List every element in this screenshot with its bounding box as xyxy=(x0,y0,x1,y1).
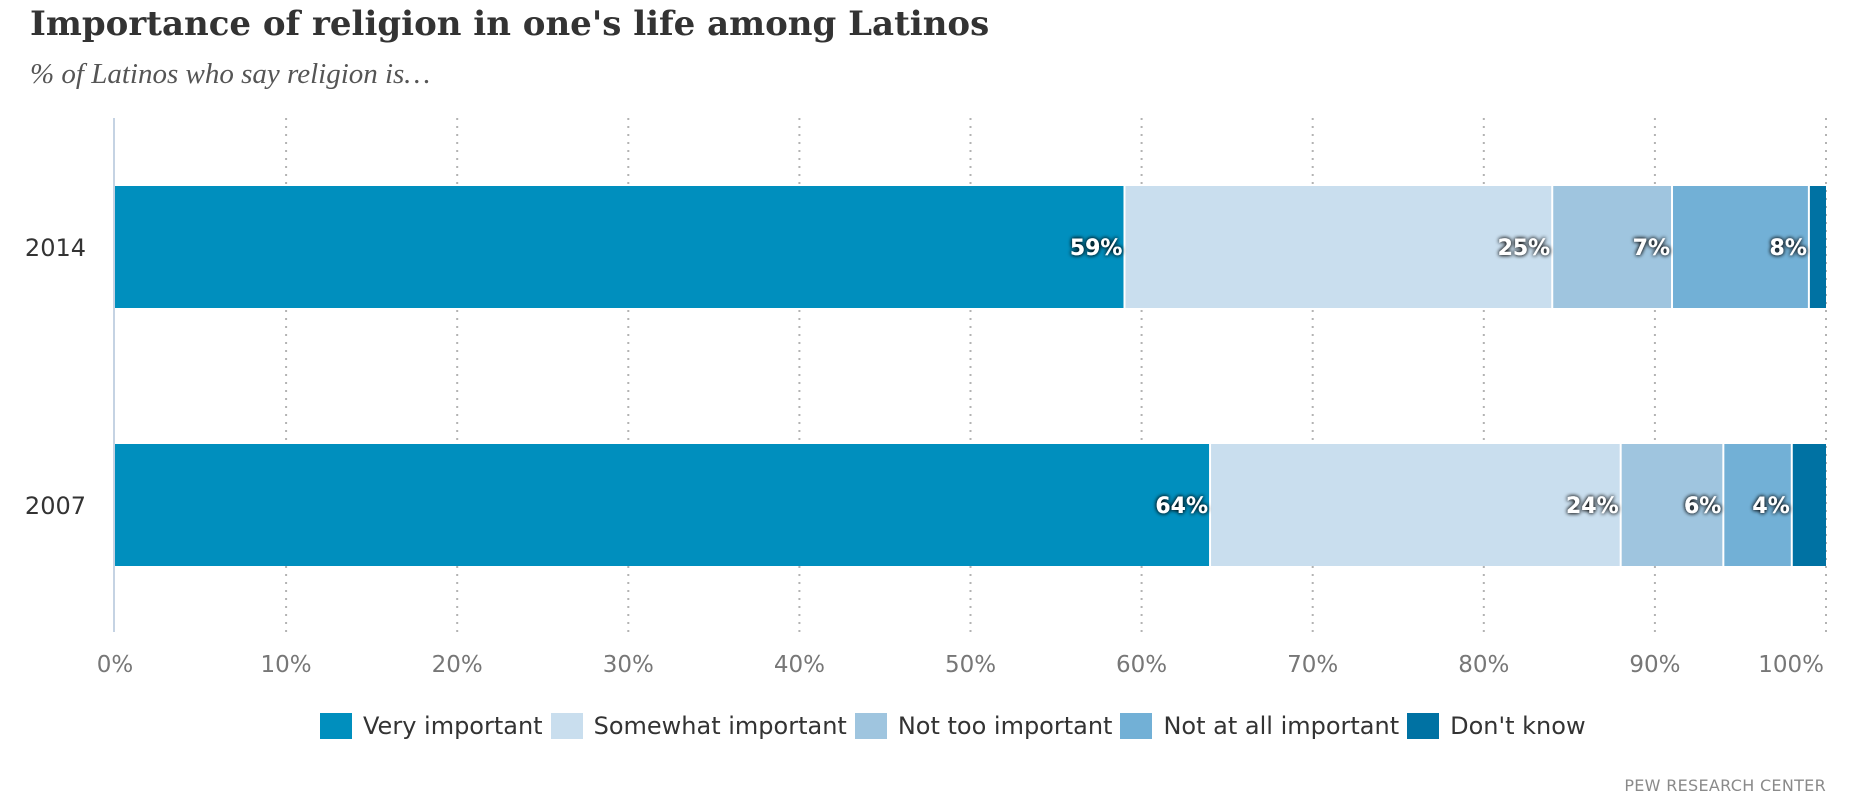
axes: 0% 10% 20% 30% 40% 50% 60% 70% 80% 90% 100% 2014 200… xyxy=(25,118,1824,678)
data-label: 7% xyxy=(1633,236,1670,261)
data-label: 24% xyxy=(1566,494,1619,519)
bar-segment-somewhat-important-2014 xyxy=(1124,186,1553,308)
legend-item-very-important: Very important xyxy=(320,712,543,740)
data-label: 64% xyxy=(1155,494,1208,519)
legend-label: Don't know xyxy=(1450,712,1586,740)
stacked-bar-chart: 0% 10% 20% 30% 40% 50% 60% 70% 80% 90% 100% 2014 200… xyxy=(25,118,1827,678)
category-label-2007: 2007 xyxy=(25,492,86,520)
data-labels: 59% 25% 7% 8% 64% 24% 6% 4% xyxy=(1070,236,1807,519)
x-tick-label: 0% xyxy=(97,652,134,678)
data-label: 4% xyxy=(1752,494,1789,519)
x-tick-label: 80% xyxy=(1458,652,1509,678)
legend-swatch xyxy=(1120,713,1153,739)
chart-subtitle: % of Latinos who say religion is… xyxy=(30,58,431,90)
legend-label: Very important xyxy=(363,712,543,740)
bar-segment-don-t-know-2007 xyxy=(1791,444,1826,566)
bar-segment-not-at-all-important-2014 xyxy=(1672,186,1809,308)
x-tick-label: 70% xyxy=(1287,652,1338,678)
legend: Very important Somewhat important Not too … xyxy=(320,712,1594,740)
x-tick-label: 30% xyxy=(603,652,654,678)
legend-swatch xyxy=(854,713,887,739)
data-label: 8% xyxy=(1770,236,1807,261)
x-tick-label: 10% xyxy=(261,652,312,678)
x-tick-label: 60% xyxy=(1116,652,1167,678)
x-tick-label: 40% xyxy=(774,652,825,678)
legend-item-not-too-important: Not too important xyxy=(854,712,1113,740)
source-credit: PEW RESEARCH CENTER xyxy=(1624,776,1826,795)
bars xyxy=(115,186,1826,566)
bar-segment-don-t-know-2014 xyxy=(1808,186,1826,308)
legend-swatch xyxy=(320,713,352,739)
chart-title: Importance of religion in one's life amo… xyxy=(30,4,990,44)
data-label: 6% xyxy=(1684,494,1721,519)
bar-segment-very-important-2014 xyxy=(115,186,1125,308)
bar-segment-not-at-all-important-2007 xyxy=(1723,444,1792,566)
legend-label: Not too important xyxy=(897,712,1113,740)
gridlines xyxy=(285,118,1827,632)
bar-segment-not-too-important-2014 xyxy=(1552,186,1673,308)
legend-item-somewhat-important: Somewhat important xyxy=(550,712,847,740)
category-label-2014: 2014 xyxy=(25,234,86,262)
x-tick-label: 100% xyxy=(1758,652,1824,678)
x-tick-label: 90% xyxy=(1629,652,1680,678)
legend-item-not-at-all-important: Not at all important xyxy=(1120,712,1399,740)
legend-label: Not at all important xyxy=(1163,712,1400,740)
x-tick-label: 20% xyxy=(432,652,483,678)
bar-segment-very-important-2007 xyxy=(115,444,1211,566)
bar-segment-somewhat-important-2007 xyxy=(1210,444,1621,566)
bar-segment-not-too-important-2007 xyxy=(1620,444,1724,566)
legend-swatch xyxy=(1407,713,1440,739)
legend-label: Somewhat important xyxy=(593,712,847,740)
legend-item-don-t-know: Don't know xyxy=(1407,712,1586,740)
legend-swatch xyxy=(550,713,583,739)
x-tick-label: 50% xyxy=(945,652,996,678)
data-label: 59% xyxy=(1070,236,1123,261)
data-label: 25% xyxy=(1498,236,1551,261)
